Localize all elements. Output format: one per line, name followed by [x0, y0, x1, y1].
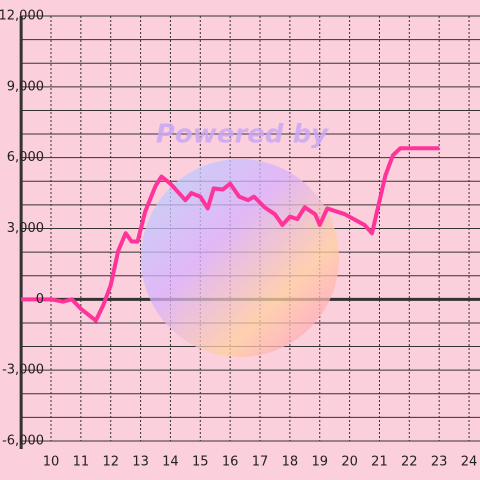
y-tick-label: 9,000	[7, 79, 44, 94]
x-tick-label: 22	[401, 455, 418, 470]
y-tick-label: 6,000	[7, 150, 44, 165]
x-tick-label: 16	[222, 455, 239, 470]
x-tick-label: 24	[461, 455, 478, 470]
watermark: Powered by	[156, 120, 329, 150]
x-tick-label: 19	[311, 455, 328, 470]
line-series	[21, 146, 440, 323]
x-tick-label: 17	[252, 455, 269, 470]
x-tick-label: 21	[371, 455, 388, 470]
y-tick-label: -6,000	[2, 434, 44, 449]
x-tick-label: 18	[282, 455, 299, 470]
x-tick-label: 15	[192, 455, 209, 470]
x-tick-label: 20	[341, 455, 358, 470]
x-tick-label: 12	[102, 455, 119, 470]
y-tick-label: 12,000	[0, 9, 44, 24]
y-tick-label: 0	[36, 292, 44, 307]
plot	[21, 146, 440, 323]
y-tick-label: 3,000	[7, 221, 44, 236]
x-tick-label: 13	[132, 455, 149, 470]
x-tick-label: 14	[162, 455, 179, 470]
x-tick-label: 11	[73, 455, 90, 470]
x-tick-label: 10	[43, 455, 60, 470]
x-tick-label: 23	[431, 455, 448, 470]
watermark-logo	[141, 159, 339, 357]
y-tick-label: -3,000	[2, 363, 44, 378]
